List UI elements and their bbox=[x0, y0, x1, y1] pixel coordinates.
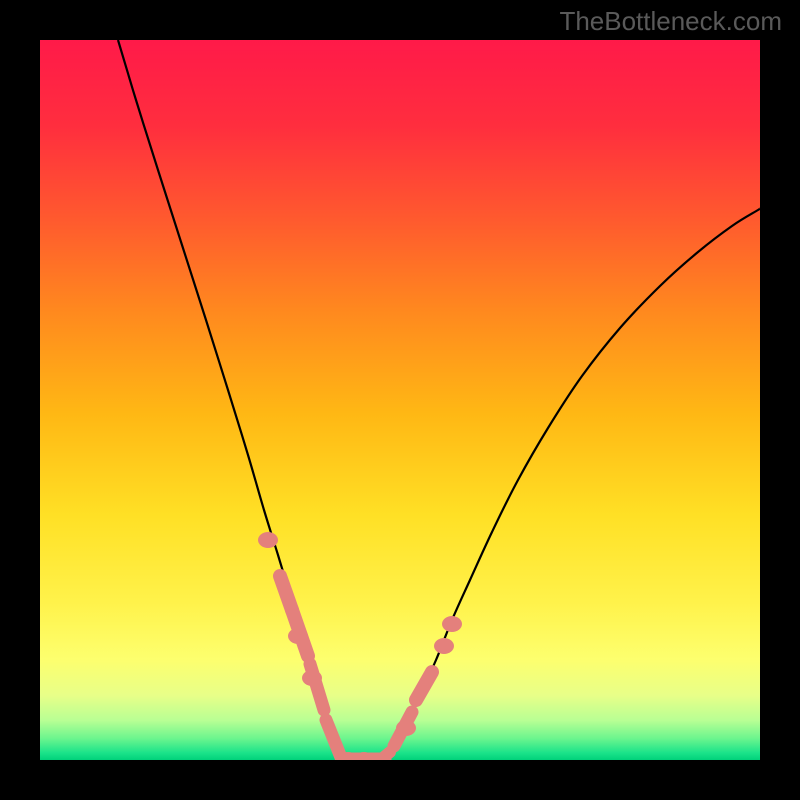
watermark-text: TheBottleneck.com bbox=[559, 6, 782, 37]
border-bottom bbox=[0, 760, 800, 800]
border-left bbox=[0, 0, 40, 800]
border-right bbox=[760, 0, 800, 800]
chart-container: TheBottleneck.com bbox=[0, 0, 800, 800]
gradient-background bbox=[40, 40, 760, 760]
